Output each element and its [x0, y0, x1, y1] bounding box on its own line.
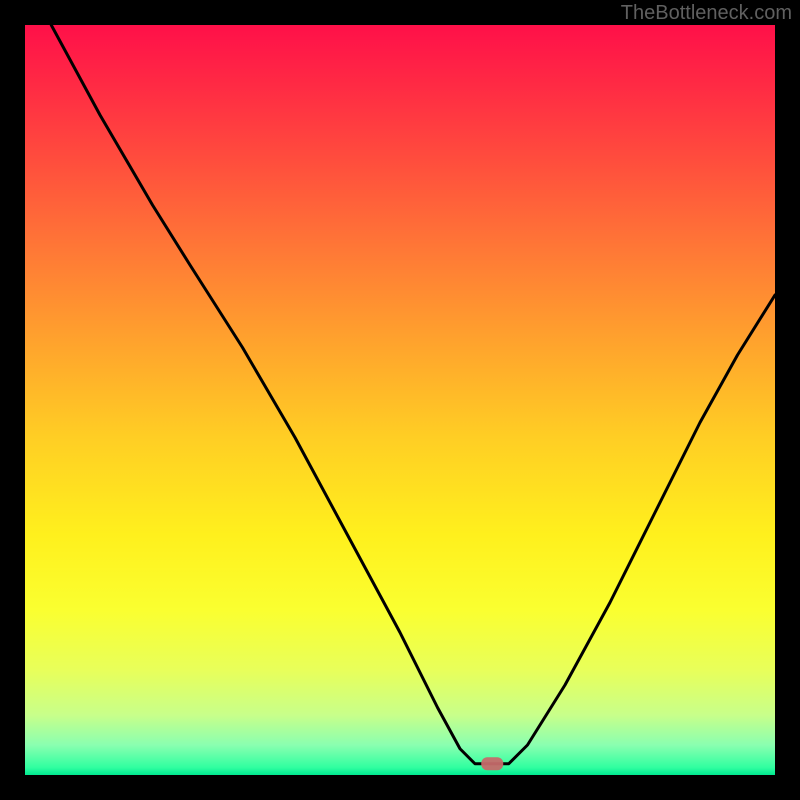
chart-svg	[25, 25, 775, 775]
optimal-marker	[481, 757, 503, 770]
watermark-text: TheBottleneck.com	[621, 2, 792, 25]
chart-background	[25, 25, 775, 775]
plot-area	[25, 25, 775, 775]
